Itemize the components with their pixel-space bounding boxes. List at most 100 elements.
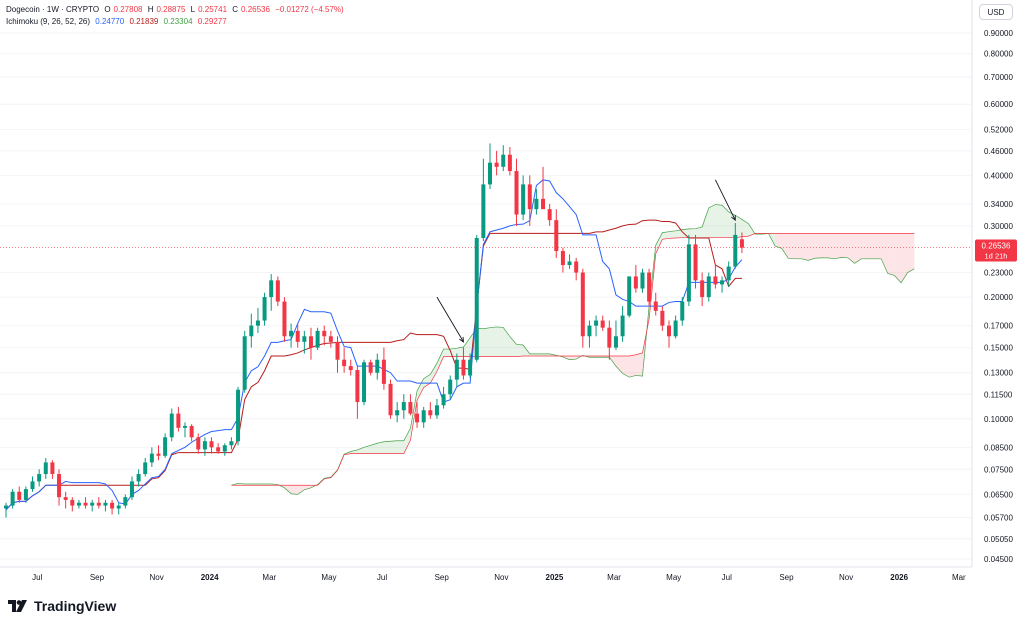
candle[interactable]: [680, 297, 685, 326]
candle[interactable]: [209, 437, 214, 454]
candle[interactable]: [129, 476, 134, 500]
candle[interactable]: [481, 158, 486, 242]
candle[interactable]: [136, 469, 141, 487]
candle[interactable]: [282, 297, 287, 342]
candle[interactable]: [600, 315, 605, 331]
candle[interactable]: [302, 330, 307, 354]
candle[interactable]: [613, 320, 618, 350]
candle[interactable]: [560, 247, 565, 273]
candle[interactable]: [275, 276, 280, 307]
candle[interactable]: [501, 145, 506, 172]
candle[interactable]: [368, 359, 373, 376]
candle[interactable]: [90, 499, 95, 512]
candles[interactable]: [4, 143, 744, 518]
candle[interactable]: [381, 347, 386, 390]
candle[interactable]: [4, 502, 8, 518]
candle[interactable]: [189, 424, 194, 442]
candle[interactable]: [594, 315, 599, 337]
candle[interactable]: [474, 234, 479, 363]
candle[interactable]: [76, 499, 81, 509]
annotation-arrow[interactable]: [436, 296, 464, 343]
brand-logo[interactable]: TradingView: [8, 598, 116, 614]
candle[interactable]: [521, 175, 526, 221]
candle[interactable]: [401, 394, 406, 419]
candle[interactable]: [567, 254, 572, 269]
candle[interactable]: [289, 323, 294, 348]
candle[interactable]: [110, 499, 115, 515]
candle[interactable]: [733, 222, 738, 269]
candle[interactable]: [355, 366, 360, 419]
candle[interactable]: [23, 486, 28, 503]
candle[interactable]: [660, 306, 665, 331]
candle[interactable]: [322, 325, 327, 346]
candle[interactable]: [720, 276, 725, 293]
candle[interactable]: [653, 292, 658, 316]
candle[interactable]: [43, 457, 48, 479]
candle[interactable]: [580, 268, 585, 348]
candle[interactable]: [269, 274, 274, 311]
symbol-title[interactable]: Dogecoin · 1W · CRYPTO: [6, 5, 100, 14]
candle[interactable]: [541, 166, 546, 210]
candle[interactable]: [183, 422, 188, 438]
candle[interactable]: [395, 402, 400, 423]
candle[interactable]: [627, 276, 632, 318]
candle[interactable]: [667, 320, 671, 348]
candle[interactable]: [388, 379, 393, 419]
candle[interactable]: [176, 406, 181, 432]
candle[interactable]: [83, 497, 88, 509]
candle[interactable]: [607, 320, 612, 360]
candle[interactable]: [255, 307, 260, 334]
candle[interactable]: [50, 460, 55, 479]
candle[interactable]: [461, 347, 466, 380]
candle[interactable]: [640, 268, 645, 293]
candle[interactable]: [57, 469, 62, 506]
candle[interactable]: [295, 323, 300, 348]
candle[interactable]: [216, 443, 221, 454]
candle[interactable]: [534, 189, 539, 215]
candle[interactable]: [63, 491, 68, 509]
time-axis[interactable]: Jul Sep Nov 2024 Mar May Jul Sep Nov 2025 Mar May Ju…: [0, 566, 972, 582]
indicator-title[interactable]: Ichimoku (9, 26, 52, 26): [6, 17, 91, 26]
candle[interactable]: [17, 486, 22, 503]
candle[interactable]: [236, 386, 241, 446]
candle[interactable]: [30, 476, 35, 492]
candle[interactable]: [633, 265, 638, 293]
candle[interactable]: [37, 469, 42, 487]
price-axis[interactable]: 0.90000 0.80000 0.70000 0.60000 0.52000 0.460…: [971, 0, 1013, 567]
candle[interactable]: [143, 457, 148, 477]
candle[interactable]: [647, 268, 652, 307]
candle[interactable]: [103, 499, 108, 512]
candle[interactable]: [335, 336, 340, 373]
candle[interactable]: [421, 406, 426, 428]
candle[interactable]: [494, 150, 499, 176]
candle[interactable]: [507, 147, 512, 176]
candle[interactable]: [96, 497, 101, 509]
candle[interactable]: [706, 272, 711, 302]
candle[interactable]: [454, 353, 459, 387]
candle[interactable]: [222, 443, 227, 456]
candle[interactable]: [169, 408, 174, 442]
annotation-arrow[interactable]: [715, 179, 736, 222]
candle[interactable]: [202, 437, 207, 456]
candle[interactable]: [362, 359, 367, 406]
candle[interactable]: [249, 313, 254, 348]
candle[interactable]: [713, 265, 718, 289]
candle[interactable]: [242, 330, 247, 393]
candle[interactable]: [726, 261, 731, 287]
candle[interactable]: [574, 257, 579, 281]
candle[interactable]: [739, 232, 744, 254]
candle[interactable]: [156, 445, 161, 461]
candle[interactable]: [448, 375, 453, 399]
candle[interactable]: [441, 386, 446, 409]
candle[interactable]: [468, 353, 473, 379]
candle[interactable]: [620, 306, 625, 342]
candle[interactable]: [686, 234, 691, 307]
candle[interactable]: [262, 292, 267, 326]
candle[interactable]: [308, 327, 313, 360]
candle[interactable]: [514, 158, 519, 226]
candle[interactable]: [328, 330, 333, 348]
candle[interactable]: [196, 433, 201, 454]
candle[interactable]: [70, 497, 75, 512]
candle[interactable]: [693, 234, 698, 289]
